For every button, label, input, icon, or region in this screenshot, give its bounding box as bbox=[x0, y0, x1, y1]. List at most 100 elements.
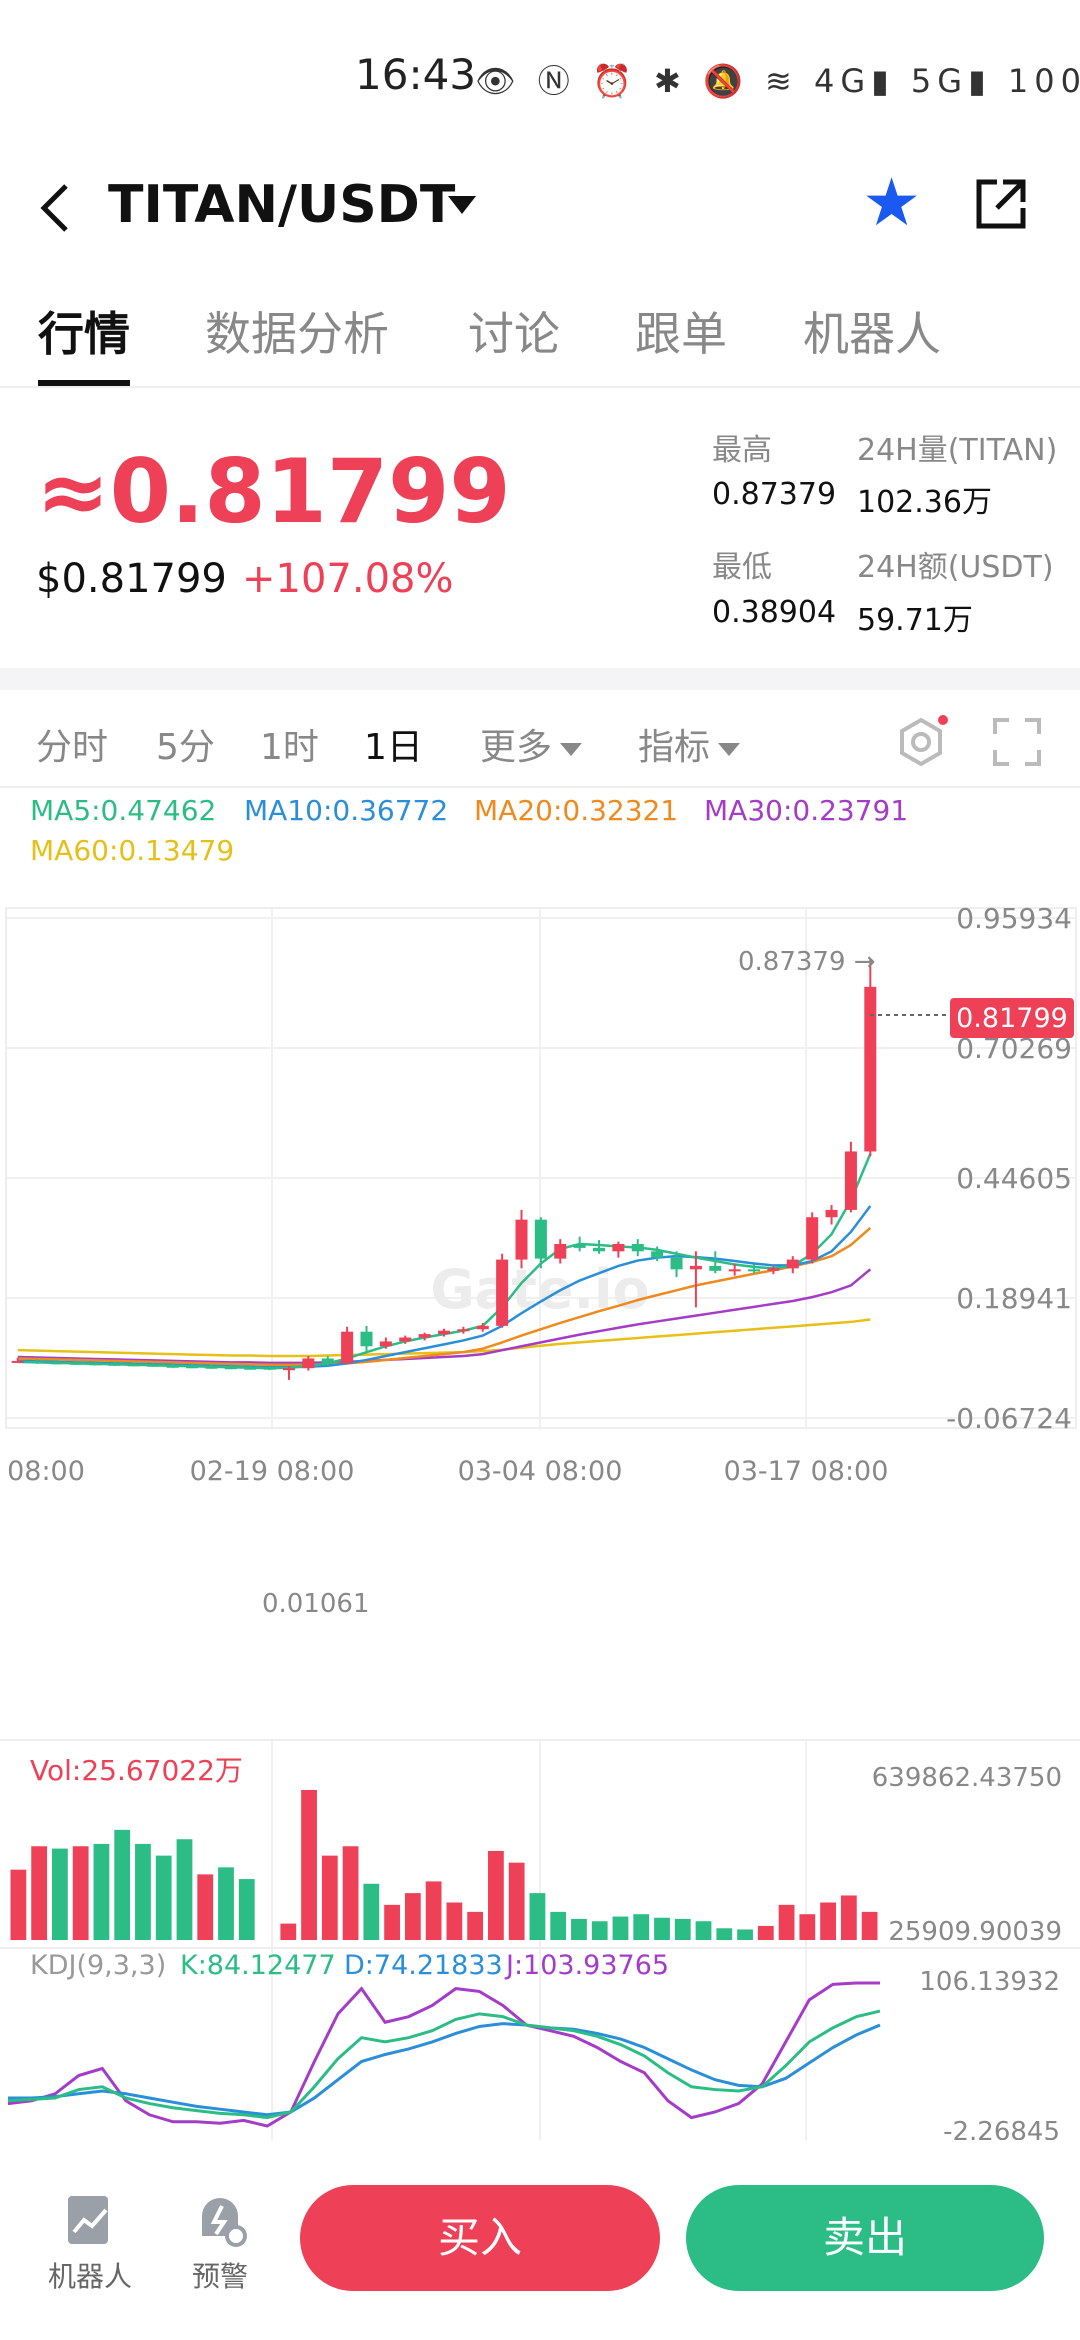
pair-dropdown-icon[interactable] bbox=[448, 196, 476, 214]
tab-robot[interactable]: 机器人 bbox=[803, 307, 941, 361]
volume-bar bbox=[467, 1911, 484, 1940]
candle-body bbox=[379, 1341, 392, 1347]
volume-bar bbox=[654, 1917, 670, 1940]
low-marker: 0.01061 bbox=[262, 1589, 370, 1619]
candle-body bbox=[50, 1362, 63, 1365]
candle-body bbox=[166, 1365, 179, 1368]
candle-body bbox=[11, 1360, 24, 1363]
volume-bar bbox=[508, 1862, 525, 1940]
high-label: 最高 bbox=[712, 433, 772, 468]
volume-bar bbox=[384, 1904, 400, 1940]
fullscreen-icon[interactable] bbox=[993, 718, 1041, 766]
volume-bar bbox=[799, 1914, 816, 1940]
candle-body bbox=[612, 1244, 625, 1252]
candle-body bbox=[689, 1265, 702, 1270]
candle-body bbox=[244, 1367, 257, 1370]
candle-body bbox=[186, 1366, 199, 1369]
alert-button[interactable]: 预警 bbox=[168, 2192, 272, 2295]
tab-market[interactable]: 行情 bbox=[38, 307, 130, 361]
volume-bar bbox=[633, 1914, 650, 1940]
buy-button[interactable]: 买入 bbox=[300, 2185, 660, 2291]
kdj-k-label: K:84.12477 bbox=[180, 1950, 336, 1981]
star-icon[interactable]: ★ bbox=[862, 164, 922, 241]
volume-bar bbox=[571, 1918, 587, 1940]
chart-settings-icon[interactable] bbox=[893, 714, 949, 770]
volume-bar bbox=[529, 1893, 546, 1940]
amount-label: 24H额(USDT) bbox=[857, 550, 1054, 585]
tab-copy-trading[interactable]: 跟单 bbox=[635, 307, 727, 361]
volume-label-text: Vol:25.67022万 bbox=[30, 1754, 243, 1787]
volume-bar bbox=[72, 1846, 89, 1940]
volume-bar bbox=[550, 1911, 567, 1940]
alert-icon bbox=[202, 2198, 247, 2247]
volume-bar bbox=[757, 1925, 774, 1940]
volume-bar bbox=[820, 1902, 836, 1940]
ma20-label: MA20:0.32321 bbox=[474, 794, 679, 827]
period-timeshare[interactable]: 分时 bbox=[36, 727, 109, 768]
candle-body bbox=[224, 1367, 237, 1370]
period-1h[interactable]: 1时 bbox=[260, 727, 319, 768]
volume-bars bbox=[10, 1790, 878, 1940]
volume-value: 102.36万 bbox=[857, 485, 992, 520]
price-chart[interactable]: Gate.io 0.959340.702690.446050.18941-0.0… bbox=[0, 900, 1080, 2140]
candle-body bbox=[127, 1364, 140, 1367]
chevron-left-icon[interactable] bbox=[36, 180, 76, 236]
y-tick-label: -0.06724 bbox=[946, 1402, 1072, 1435]
candle-body bbox=[89, 1363, 102, 1366]
y-tick-label: 0.95934 bbox=[956, 902, 1072, 935]
status-bar: 16:43 👁 Ⓝ ⏰ ✱ 🔕 ≋ 4G▮ 5G▮ 100 ⚡ bbox=[0, 0, 1080, 150]
share-icon[interactable] bbox=[973, 176, 1029, 232]
volume-bar bbox=[674, 1918, 691, 1940]
x-tick-label: 03-17 08:00 bbox=[724, 1456, 889, 1487]
volume-bar bbox=[238, 1879, 255, 1940]
kdj-d-label: D:74.21833 bbox=[344, 1950, 503, 1981]
candle-body bbox=[844, 1151, 857, 1210]
ma20-line bbox=[17, 1226, 872, 1367]
candle-body bbox=[709, 1265, 722, 1271]
volume-min-label: 25909.90039 bbox=[888, 1917, 1062, 1947]
price-change: +107.08% bbox=[242, 556, 454, 602]
indicator-selector[interactable]: 指标 bbox=[638, 718, 741, 770]
candle-body bbox=[593, 1247, 606, 1252]
candle-body bbox=[554, 1244, 567, 1259]
ma5-label: MA5:0.47462 bbox=[30, 794, 217, 827]
kdj-k-line bbox=[7, 2009, 881, 2120]
candle-body bbox=[147, 1364, 160, 1367]
period-more[interactable]: 更多 bbox=[480, 718, 583, 770]
period-5m[interactable]: 5分 bbox=[156, 727, 215, 768]
volume-max-label: 639862.43750 bbox=[872, 1763, 1062, 1793]
low-label: 最低 bbox=[712, 550, 772, 585]
tab-active-indicator bbox=[38, 380, 130, 386]
candle-body bbox=[282, 1368, 295, 1371]
candle-body bbox=[437, 1330, 451, 1335]
candle-body bbox=[321, 1358, 334, 1364]
kdj-min-label: -2.26845 bbox=[943, 2117, 1060, 2140]
tab-discussion[interactable]: 讨论 bbox=[468, 307, 560, 361]
pair-title[interactable]: TITAN/USDT bbox=[108, 175, 456, 235]
sell-button[interactable]: 卖出 bbox=[686, 2185, 1044, 2291]
robot-button[interactable]: 机器人 bbox=[30, 2192, 150, 2295]
kdj-max-label: 106.13932 bbox=[919, 1967, 1060, 1997]
candle-body bbox=[748, 1269, 761, 1272]
candle-body bbox=[786, 1259, 799, 1269]
volume-bar bbox=[197, 1874, 214, 1940]
candle-body bbox=[108, 1363, 121, 1366]
kdj-d-line bbox=[8, 2022, 881, 2117]
volume-bar bbox=[342, 1846, 359, 1940]
volume-bar bbox=[280, 1923, 297, 1940]
ma60-line bbox=[17, 1318, 871, 1358]
period-1d[interactable]: 1日 bbox=[364, 727, 423, 768]
candle-body bbox=[573, 1244, 586, 1248]
period-more-label: 更多 bbox=[480, 727, 553, 768]
ma10-label: MA10:0.36772 bbox=[244, 794, 449, 827]
candle-body bbox=[515, 1219, 528, 1260]
low-value: 0.38904 bbox=[712, 595, 837, 630]
volume-bar bbox=[778, 1904, 795, 1940]
header: TITAN/USDT ★ bbox=[0, 150, 1080, 260]
tab-data-analysis[interactable]: 数据分析 bbox=[205, 307, 389, 361]
volume-bar bbox=[114, 1829, 131, 1940]
usd-price: $0.81799 bbox=[36, 556, 227, 602]
indicator-label: 指标 bbox=[638, 727, 711, 768]
volume-bar bbox=[31, 1846, 48, 1940]
